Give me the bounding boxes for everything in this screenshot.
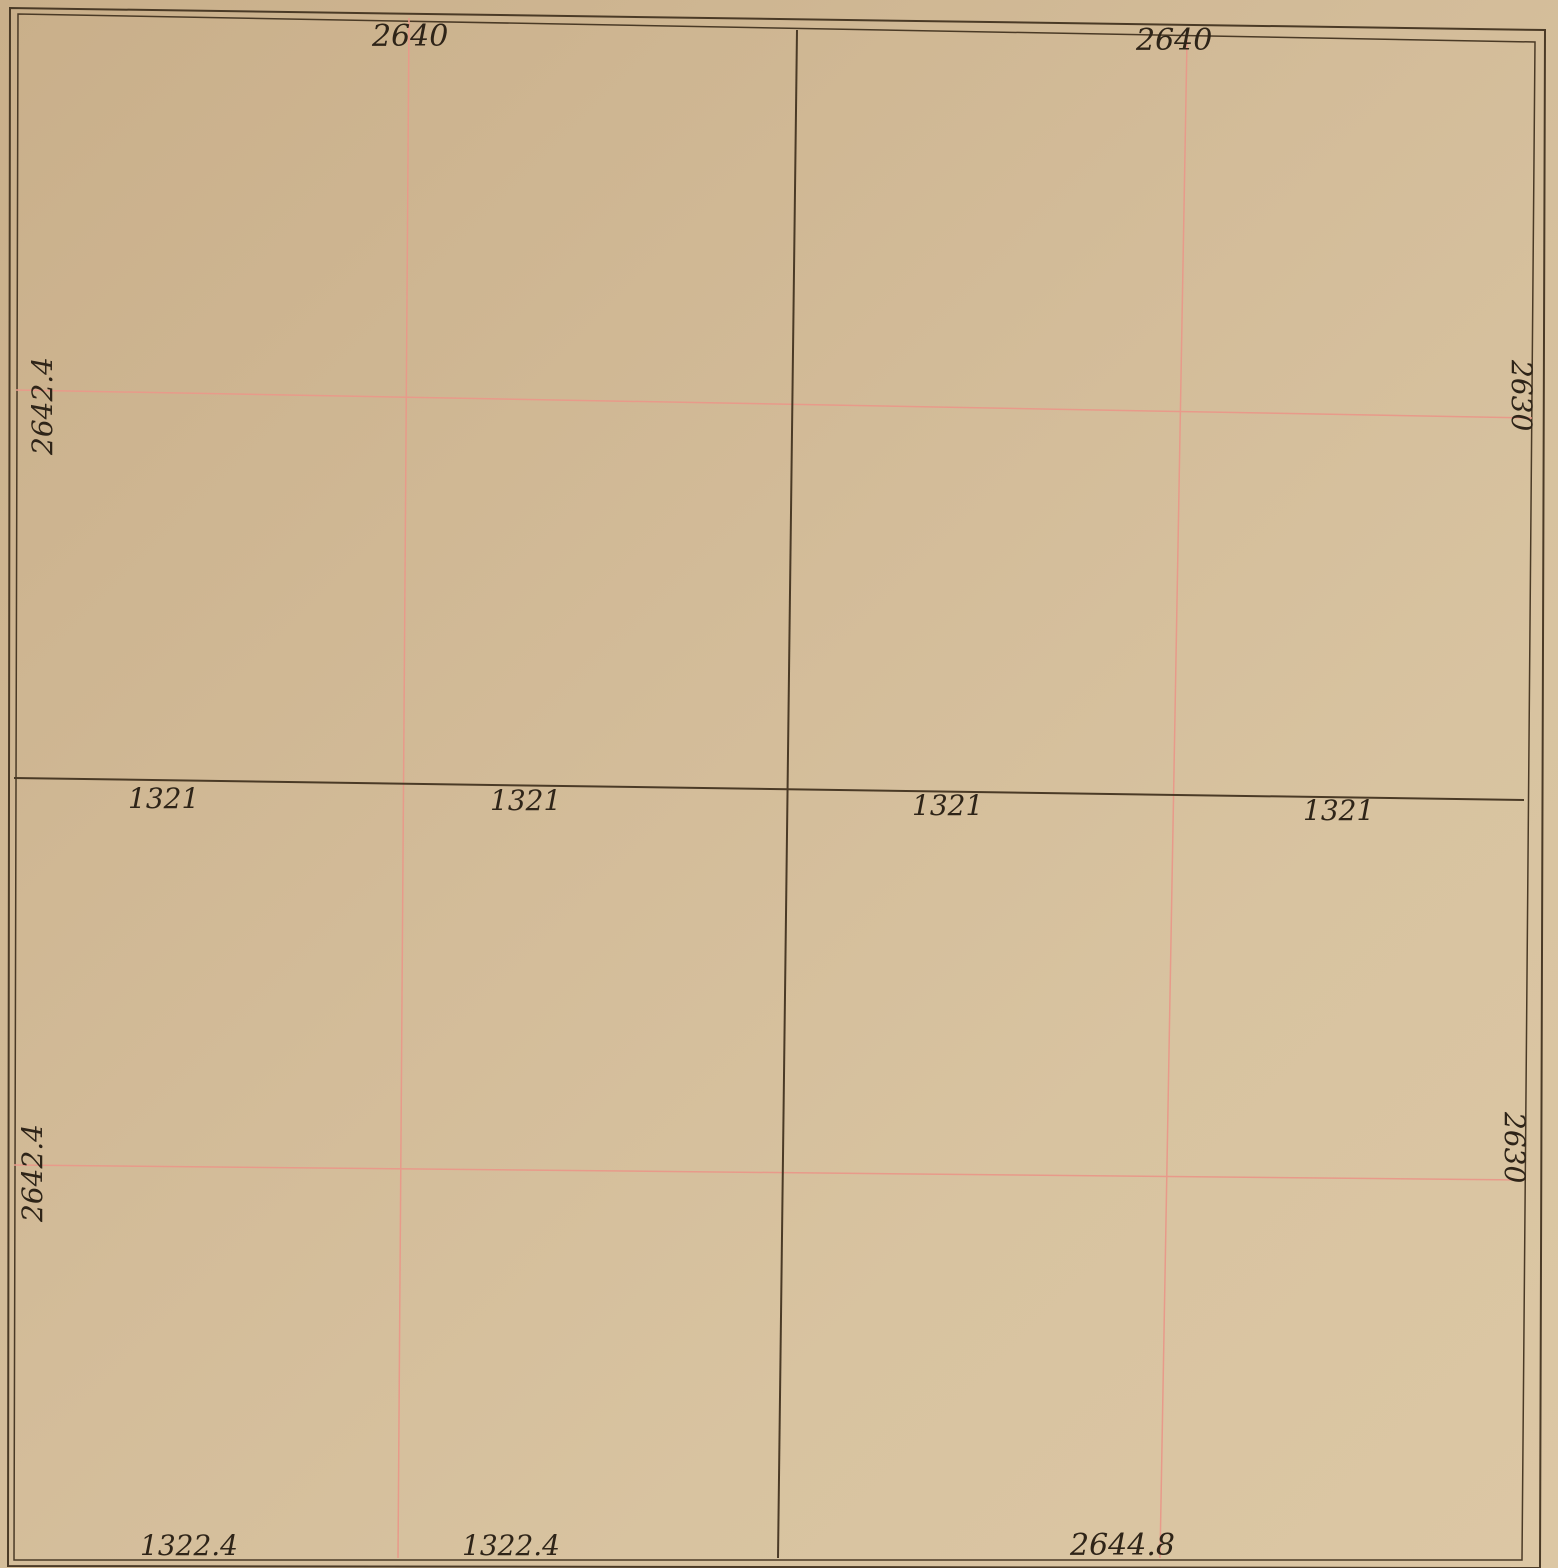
label-mid-1: 1321 [128, 782, 199, 815]
red-rule-h-top [15, 389, 1533, 419]
label-right-lower: 2630 [1498, 1111, 1531, 1183]
label-left-upper: 2642.4 [26, 357, 59, 456]
section-line-horizontal [13, 777, 1525, 801]
label-mid-3: 1321 [912, 789, 983, 822]
label-right-upper: 2630 [1505, 359, 1538, 431]
label-bottom-2: 1322.4 [462, 1529, 560, 1562]
label-mid-2: 1321 [490, 784, 561, 817]
label-top-left: 2640 [371, 19, 448, 54]
label-bottom-right: 2644.8 [1069, 1528, 1175, 1563]
label-bottom-1: 1322.4 [140, 1529, 238, 1562]
section-line-vertical [777, 29, 798, 1559]
red-rule-h-bottom [13, 1164, 1525, 1181]
label-top-right: 2640 [1135, 23, 1212, 58]
red-rule-v-left [397, 17, 410, 1559]
label-left-lower: 2642.4 [16, 1124, 49, 1223]
red-rule-v-right [1159, 39, 1188, 1559]
inner-border [13, 13, 1536, 1561]
label-mid-4: 1321 [1303, 794, 1374, 827]
outer-border [6, 6, 1547, 1568]
